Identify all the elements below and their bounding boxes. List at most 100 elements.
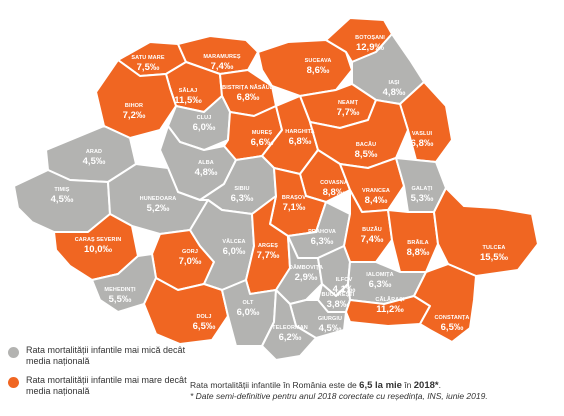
county-name: ARAD [85,149,103,155]
county-value: 8,4‰ [364,194,388,206]
county-value: 6,0‰ [222,245,246,257]
county-name: TELEORMAN [272,325,308,331]
county-name: CĂLĂRAȘI [375,297,405,303]
county-value: 7,5‰ [136,61,160,73]
county-label-braila: BRĂILA 8,8‰ [406,240,430,258]
county-label-bistrita: BISTRIȚA NĂSĂUD 6,8‰ [222,85,274,103]
county-name: COVASNA [320,180,348,186]
county-value: 6,6‰ [250,136,274,148]
county-name: HARGHITA [285,129,315,135]
note-prefix: Rata mortalității infantile în România e… [190,380,360,390]
county-value: 15,5‰ [480,251,508,263]
county-name: VASLUI [411,131,433,137]
legend-orange-dot [8,377,19,388]
county-label-bihor: BIHOR 7,2‰ [123,103,146,120]
county-label-arad: ARAD 4,5‰ [82,149,106,167]
county-label-olt: OLT 6,0‰ [237,300,260,317]
county-name: GORJ [182,249,198,255]
note-footnote: * Date semi-definitive pentru anul 2018 … [190,391,488,401]
county-name: GIURGIU [317,316,343,322]
county-name: VRANCEA [362,188,390,194]
county-name: PRAHOVA [308,229,336,235]
county-name: SUCEAVA [304,58,332,64]
county-value: 6,0‰ [192,121,216,133]
county-name: SIBIU [234,186,250,192]
county-name: MARAMUREȘ [203,54,241,60]
county-name: NEAMȚ [337,100,359,106]
county-label-cluj: CLUJ 6,0‰ [192,115,216,133]
county-name: CLUJ [196,115,212,121]
county-name: GALAȚI [411,186,433,192]
county-name: TULCEA [482,245,506,251]
county-label-ilfov: ILFOV 4,1‰ [332,277,356,295]
county-label-prahova: PRAHOVA 6,3‰ [308,229,336,247]
county-label-mures: MUREȘ 6,6‰ [250,130,274,148]
county-value: 2,9‰ [294,271,318,283]
county-name: BIHOR [124,103,144,109]
county-value: 4,1‰ [332,283,356,295]
county-value: 4,5‰ [82,155,106,167]
county-label-mehedinti: MEHEDINȚI 5,5‰ [104,287,135,305]
county-value: 11,2‰ [376,303,404,315]
county-label-bacau: BACĂU 8,5‰ [354,142,378,160]
county-name: TIMIȘ [54,187,70,193]
county-value: 4,8‰ [382,86,406,98]
county-value: 8,8‰ [406,246,430,258]
county-label-satu-mare: SATU MARE 7,5‰ [131,55,165,73]
county-value: 7,7‰ [336,106,360,118]
county-label-alba: ALBA 4,8‰ [194,160,218,178]
county-value: 6,8‰ [410,137,434,149]
county-value: 4,8‰ [194,166,218,178]
county-name: ALBA [198,160,214,166]
county-value: 6,2‰ [278,331,302,343]
county-dolj [143,277,229,345]
county-label-bucuresti: BUCUREȘTI 3,8‰ [322,292,355,310]
county-tulcea [433,187,539,277]
county-value: 10,0‰ [84,243,112,255]
county-label-tulcea: TULCEA 15,5‰ [480,245,508,263]
note-year: 2018* [413,380,439,391]
county-label-arges: ARGEȘ 7,7‰ [256,243,280,261]
county-label-maramures: MARAMUREȘ 7,4‰ [203,54,241,72]
county-label-constanta: CONSTANȚA 6,5‰ [434,315,470,332]
county-label-covasna: COVASNA 8,8‰ [320,180,348,197]
county-label-caras: CARAȘ SEVERIN 10,0‰ [75,237,122,255]
county-value: 8,5‰ [354,148,378,160]
county-label-ialomita: IALOMIȚA 6,3‰ [366,272,393,290]
county-value: 7,4‰ [210,60,234,72]
county-label-buzau: BUZĂU 7,4‰ [361,227,384,244]
county-name: IAȘI [388,80,400,86]
county-value: 8,6‰ [306,64,330,76]
county-value: 6,8‰ [236,91,260,103]
county-name: DOLJ [196,314,212,320]
county-label-galati: GALAȚI 5,3‰ [410,186,434,204]
county-value: 5,5‰ [108,293,132,305]
county-name: CONSTANȚA [434,315,470,321]
county-name: ILFOV [335,277,353,283]
county-name: HUNEDOARA [139,196,177,202]
county-vaslui [399,81,453,163]
county-value: 6,3‰ [230,192,254,204]
county-name: SATU MARE [131,55,165,61]
note-value: 6,5 la mie [359,380,402,391]
county-value: 6,3‰ [310,235,334,247]
county-value: 3,8‰ [326,298,350,310]
county-value: 6,3‰ [368,278,392,290]
county-value: 5,3‰ [410,192,434,204]
summary-note: Rata mortalității infantile în România e… [190,380,560,402]
county-value: 5,2‰ [146,202,170,214]
county-teleorman [261,289,317,361]
county-label-dolj: DOLJ 6,5‰ [192,314,216,332]
county-name: BUZĂU [362,227,382,233]
note-suffix: . [438,380,441,390]
county-name: OLT [242,300,254,306]
county-name: BOTOȘANI [355,35,385,41]
county-label-hunedoara: HUNEDOARA 5,2‰ [139,196,177,214]
county-value: 4,5‰ [50,193,74,205]
county-value: 6,5‰ [192,320,216,332]
county-label-calarasi: CĂLĂRAȘI 11,2‰ [375,297,405,315]
county-label-salaj: SĂLAJ 11,5‰ [174,88,201,105]
county-value: 7,7‰ [256,249,280,261]
county-label-vrancea: VRANCEA 8,4‰ [362,188,390,206]
